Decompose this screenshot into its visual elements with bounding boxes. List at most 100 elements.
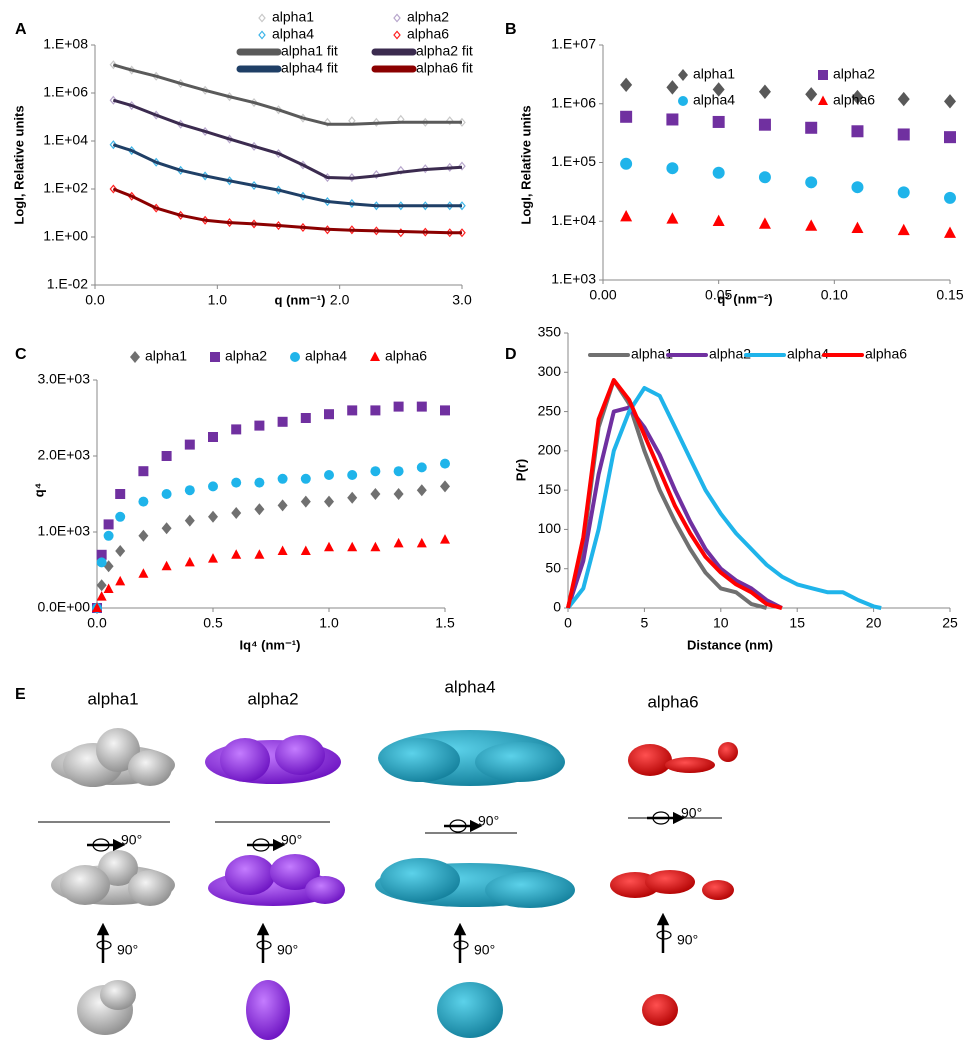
legend-label: alpha6 (865, 346, 907, 362)
marker (620, 158, 632, 170)
y-tick-label: 1.E+08 (43, 36, 88, 52)
x-tick-label: 20 (866, 615, 882, 631)
model-shape (642, 994, 678, 1026)
marker (138, 497, 148, 507)
legend-label: alpha1 (145, 348, 187, 364)
marker (301, 546, 311, 556)
x-axis-label: q² (nm⁻²) (717, 291, 772, 306)
legend-label: alpha1 (272, 9, 314, 25)
legend-label: alpha4 (305, 348, 347, 364)
marker (417, 484, 427, 496)
marker (805, 87, 817, 101)
legend-label: alpha2 (833, 66, 875, 82)
y-tick-label: 350 (538, 324, 562, 340)
marker (138, 466, 148, 476)
x-axis-label: Distance (nm) (687, 637, 773, 652)
y-tick-label: 150 (538, 481, 562, 497)
rotation-label: 90° (277, 942, 298, 958)
marker (301, 496, 311, 508)
marker (208, 511, 218, 523)
marker (394, 466, 404, 476)
legend-label: alpha6 (407, 26, 449, 42)
model-shape (246, 980, 290, 1040)
model-name: alpha4 (444, 677, 495, 696)
marker (104, 519, 114, 529)
marker (254, 549, 264, 559)
model-shape (60, 865, 110, 905)
model-shape (665, 757, 715, 773)
x-tick-label: 0.10 (821, 287, 848, 303)
rotation-label: 90° (681, 805, 702, 821)
rotation-label: 90° (117, 942, 138, 958)
marker (440, 534, 450, 544)
marker (347, 542, 357, 552)
x-tick-label: 0.5 (203, 615, 223, 631)
y-tick-label: 1.E+06 (551, 94, 596, 110)
model-shape (702, 880, 734, 900)
marker (185, 485, 195, 495)
marker (944, 131, 956, 143)
marker (254, 503, 264, 515)
legend-label: alpha4 fit (281, 60, 338, 76)
marker (805, 219, 817, 230)
y-tick-label: 200 (538, 442, 562, 458)
marker (713, 167, 725, 179)
legend-label: alpha6 (385, 348, 427, 364)
legend-label: alpha1 fit (281, 43, 338, 59)
model-name: alpha2 (247, 689, 298, 708)
marker (162, 451, 172, 461)
marker (278, 499, 288, 511)
model-shape (475, 742, 565, 782)
marker (851, 181, 863, 193)
legend-swatch (394, 31, 400, 38)
legend-swatch (818, 70, 828, 80)
y-axis-label: P(r) (513, 459, 528, 481)
marker (162, 489, 172, 499)
y-tick-label: 100 (538, 520, 562, 536)
model-shape (718, 742, 738, 762)
legend-label: alpha6 (833, 92, 875, 108)
marker (115, 489, 125, 499)
legend-swatch (818, 96, 828, 106)
marker (620, 210, 632, 221)
marker (666, 113, 678, 125)
marker (851, 222, 863, 233)
marker (370, 488, 380, 500)
marker (620, 111, 632, 123)
marker (417, 402, 427, 412)
marker (370, 466, 380, 476)
legend-swatch (290, 352, 300, 362)
panel-label: C (15, 346, 27, 363)
panel-label: D (505, 346, 517, 363)
x-tick-label: 5 (641, 615, 649, 631)
marker (162, 561, 172, 571)
marker (278, 417, 288, 427)
legend-label: alpha6 fit (416, 60, 473, 76)
model-name: alpha1 (87, 689, 138, 708)
panel-label: E (15, 686, 26, 703)
marker (324, 542, 334, 552)
marker (851, 125, 863, 137)
marker (115, 545, 125, 557)
marker (666, 80, 678, 94)
y-axis-label: LogI, Relative units (518, 105, 533, 224)
x-tick-label: 0.0 (87, 615, 107, 631)
marker (417, 538, 427, 548)
y-axis-label: q⁴ (31, 483, 46, 497)
y-tick-label: 2.0E+03 (37, 447, 90, 463)
marker (347, 492, 357, 504)
legend-swatch (394, 14, 400, 21)
x-tick-label: 10 (713, 615, 729, 631)
y-tick-label: 1.E+04 (43, 132, 88, 148)
marker (759, 171, 771, 183)
marker (805, 122, 817, 134)
legend-swatch (370, 352, 380, 362)
x-axis-label: q (nm⁻¹) (275, 292, 326, 307)
marker (138, 530, 148, 542)
marker (620, 78, 632, 92)
marker (898, 92, 910, 106)
model-shape (128, 750, 172, 786)
legend-label: alpha4 (272, 26, 314, 42)
marker (417, 462, 427, 472)
y-tick-label: 1.E+07 (551, 36, 596, 52)
